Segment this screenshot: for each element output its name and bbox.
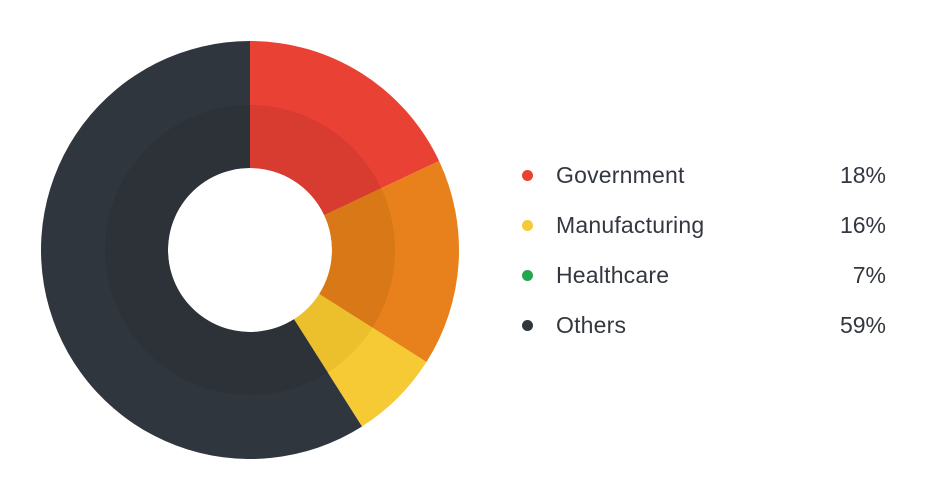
- donut-chart: [40, 41, 459, 459]
- chart-legend: Government 18% Manufacturing 16% Healthc…: [514, 150, 894, 350]
- legend-label: Healthcare: [556, 261, 670, 288]
- legend-item-manufacturing: Manufacturing 16%: [514, 200, 894, 250]
- legend-label: Manufacturing: [556, 211, 705, 238]
- legend-item-others: Others 59%: [514, 300, 894, 350]
- legend-dot: [522, 169, 533, 181]
- legend-value: 7%: [852, 261, 886, 288]
- slice-inner-shade-manufacturing: [319, 188, 395, 328]
- legend-item-healthcare: Healthcare 7%: [514, 250, 894, 300]
- legend-dot: [522, 269, 533, 281]
- legend-dot: [522, 219, 533, 231]
- legend-label: Government: [556, 161, 685, 188]
- legend-item-government: Government 18%: [514, 150, 894, 200]
- legend-value: 16%: [839, 211, 886, 238]
- legend-label: Others: [556, 311, 627, 338]
- slice-inner-shade-healthcare: [293, 293, 373, 373]
- legend-dot: [522, 319, 533, 331]
- legend-value: 59%: [839, 311, 886, 338]
- legend-value: 18%: [839, 161, 886, 188]
- slice-inner-shade-others: [105, 105, 328, 395]
- slice-inner-shade-government: [250, 105, 382, 216]
